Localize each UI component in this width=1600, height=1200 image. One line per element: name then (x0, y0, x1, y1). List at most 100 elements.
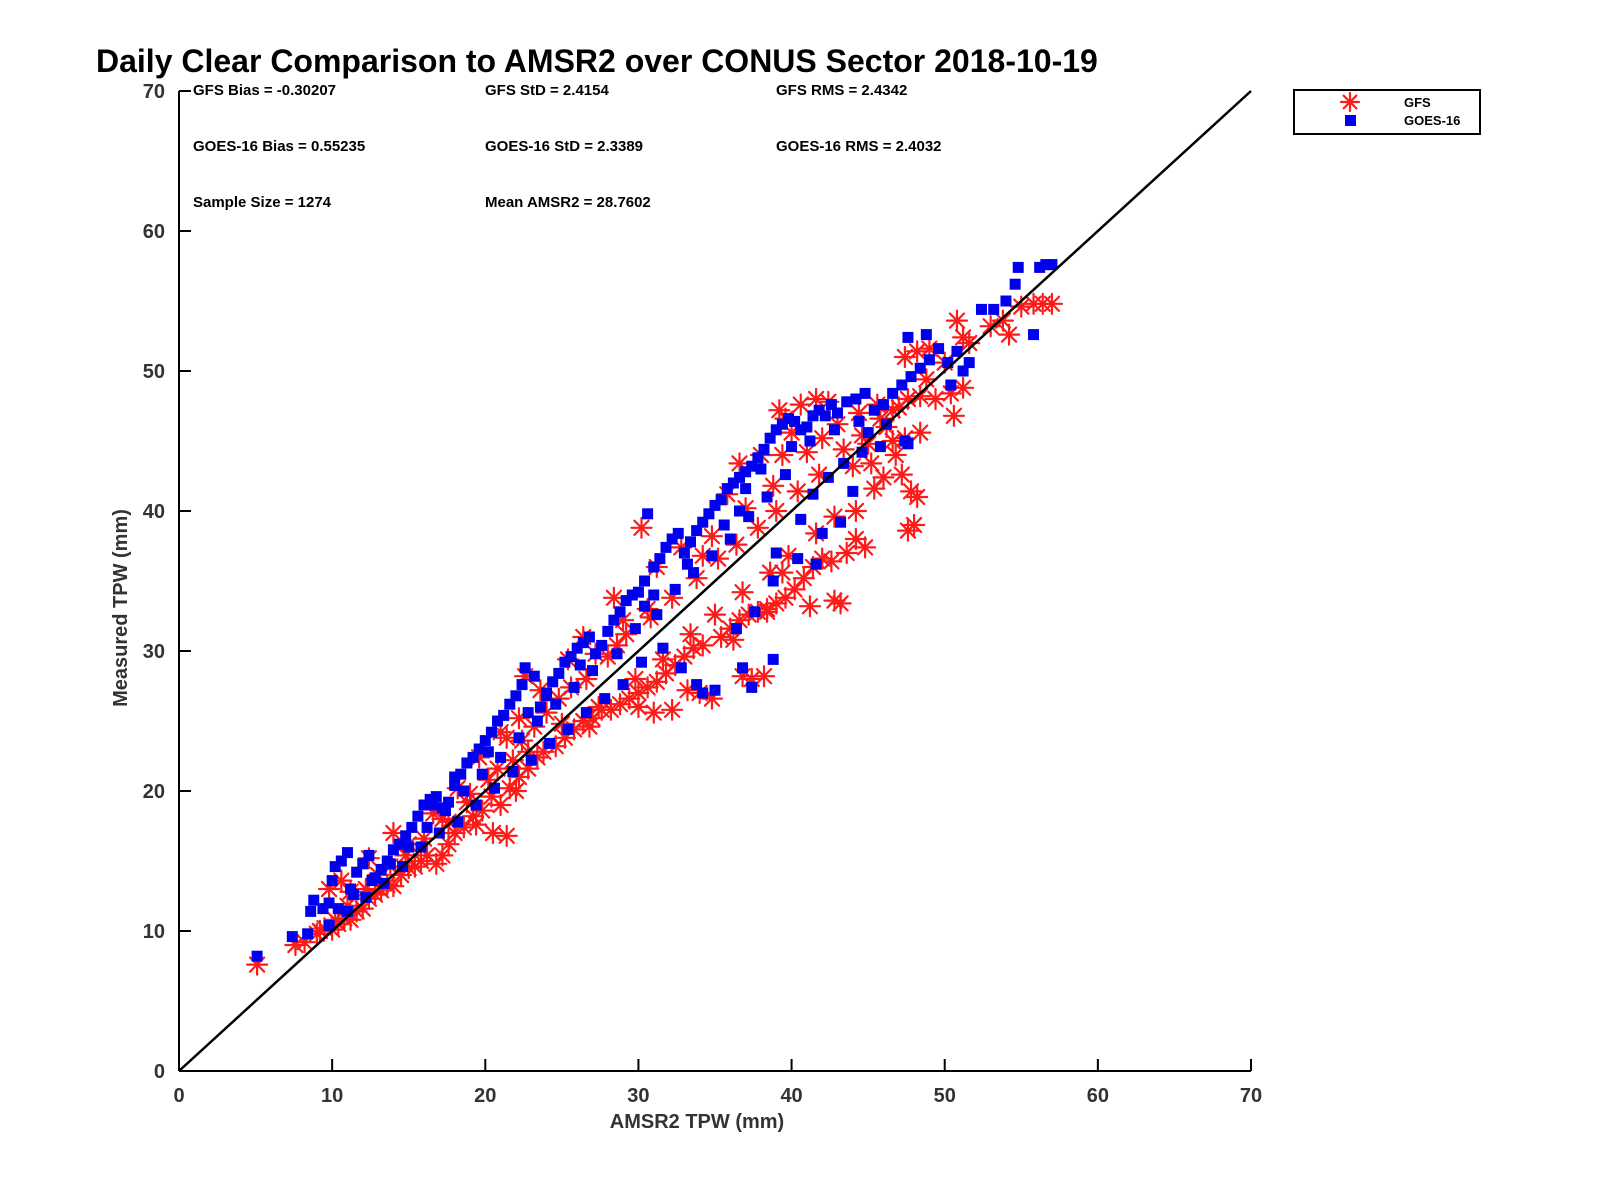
goes16-point (651, 609, 663, 621)
goes16-point (360, 891, 372, 903)
gfs-point (820, 550, 843, 573)
goes16-point (452, 816, 464, 828)
tick-marks: 0 10 20 30 40 50 60 70 0 10 20 30 40 50 60 70 (143, 81, 1262, 1107)
gfs-point (924, 387, 947, 411)
y-tick-label: 30 (143, 641, 165, 663)
goes16-point (599, 693, 611, 705)
goes16-point (302, 928, 314, 940)
goes16-point (461, 757, 473, 769)
goes16-point (498, 709, 510, 721)
goes16-point (507, 765, 519, 777)
goes16-point (617, 679, 629, 691)
gfs-point (853, 536, 877, 559)
goes16-point (553, 667, 565, 679)
gfs-point (909, 385, 932, 408)
goes16-point (571, 642, 583, 654)
goes16-point (859, 387, 871, 399)
goes16-point (580, 707, 592, 719)
stat-goes-rms: GOES-16 RMS = 2.4032 (776, 138, 942, 155)
goes16-point (394, 838, 406, 850)
goes16-point (832, 407, 844, 419)
goes16-point (421, 821, 433, 833)
y-tick-label: 10 (143, 921, 165, 943)
gfs-point (575, 667, 598, 691)
gfs-point (700, 525, 724, 548)
goes16-point (819, 410, 831, 422)
goes16-point (923, 354, 935, 366)
goes16-point (776, 418, 788, 430)
goes16-point (565, 651, 577, 663)
goes16-point (574, 659, 586, 671)
goes16-point (770, 547, 782, 559)
goes16-point (308, 894, 320, 906)
goes16-point (988, 303, 1000, 315)
goes16-point (877, 399, 889, 411)
goes16-point (439, 805, 451, 817)
goes16-point (1046, 259, 1058, 271)
goes16-point (874, 441, 886, 453)
goes16-point (853, 415, 865, 427)
gfs-point (881, 429, 904, 453)
goes16-point (608, 614, 620, 626)
gfs-point (765, 499, 788, 523)
goes16-point (510, 690, 522, 702)
goes16-point (519, 662, 531, 674)
x-tick-label: 50 (934, 1085, 956, 1107)
goes16-point (746, 460, 758, 472)
goes16-point (789, 415, 801, 427)
stat-sample-size: Sample Size = 1274 (193, 194, 332, 211)
gfs-point (437, 833, 460, 856)
gfs-point (630, 516, 653, 539)
gfs-point (884, 443, 907, 467)
goes16-point (522, 707, 534, 719)
goes16-point (856, 446, 868, 458)
goes16-point (614, 606, 626, 618)
goes16-point (251, 950, 263, 962)
goes16-point (620, 595, 632, 607)
goes16-point (688, 567, 700, 579)
goes16-point (850, 393, 862, 405)
gfs-point (829, 592, 852, 615)
goes16-point (657, 642, 669, 654)
goes16-point (639, 575, 651, 587)
goes16-point (868, 404, 880, 416)
goes16-point (626, 589, 638, 601)
goes16-point (473, 743, 485, 755)
goes16-point (516, 679, 528, 691)
gfs-point (495, 824, 518, 847)
goes16-point (807, 410, 819, 422)
goes16-point (406, 821, 418, 833)
goes16-point (492, 715, 504, 727)
x-tick-label: 0 (173, 1085, 184, 1107)
gfs-point (731, 581, 754, 604)
gfs-point (752, 665, 776, 688)
goes16-point (1009, 278, 1021, 290)
goes16-point (424, 793, 436, 805)
goes16-point (412, 810, 424, 822)
goes16-point (795, 424, 807, 436)
gfs-point (798, 595, 822, 618)
gfs-point (602, 586, 626, 609)
goes16-point (1000, 295, 1012, 307)
gfs-point (844, 499, 867, 523)
stat-gfs-std: GFS StD = 2.4154 (485, 82, 609, 99)
goes16-point (724, 533, 736, 545)
goes16-point (945, 379, 957, 391)
legend: GFS GOES-16 (1293, 89, 1481, 135)
gfs-point (464, 813, 488, 836)
stat-mean-amsr2: Mean AMSR2 = 28.7602 (485, 194, 651, 211)
goes16-point (449, 771, 461, 783)
gfs-point (762, 474, 785, 497)
goes16-point (835, 516, 847, 528)
gfs-point (481, 821, 505, 845)
goes16-point (332, 903, 344, 915)
goes16-point (528, 670, 540, 682)
gfs-point (755, 600, 779, 623)
goes16-point (455, 768, 467, 780)
goes16-point (975, 303, 987, 315)
goes16-point (740, 466, 752, 478)
goes16-point (1040, 259, 1052, 271)
goes16-point (635, 656, 647, 668)
goes16-point (804, 435, 816, 447)
x-axis-label: AMSR2 TPW (mm) (610, 1111, 784, 1133)
